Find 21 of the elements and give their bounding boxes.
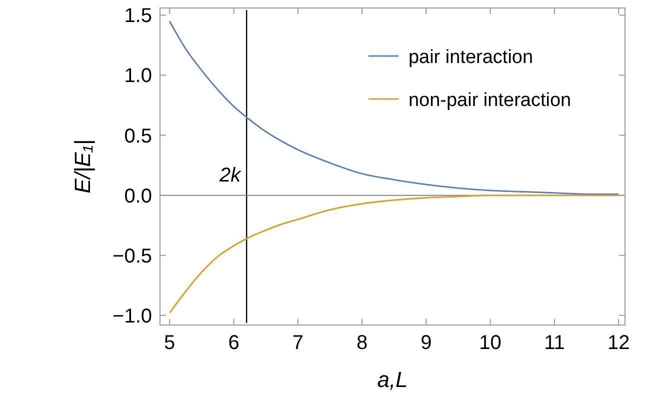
x-axis-title: a,L xyxy=(377,367,408,392)
y-tick-label: 1.5 xyxy=(124,5,152,28)
line-series xyxy=(168,194,620,314)
line-series xyxy=(168,20,620,195)
x-tick-label: 7 xyxy=(292,332,304,354)
x-tick-label: 8 xyxy=(356,332,368,354)
ref-line-label: 2k xyxy=(218,164,242,186)
y-axis-title: E/|E₁| xyxy=(70,140,95,194)
y-tick-label: −1.0 xyxy=(112,305,152,328)
x-tick-label: 9 xyxy=(420,332,432,354)
legend-label: non-pair interaction xyxy=(408,90,572,111)
x-tick-label: 5 xyxy=(164,332,176,354)
legend-label: pair interaction xyxy=(408,47,534,68)
x-tick-label: 10 xyxy=(479,332,502,354)
x-tick-label: 6 xyxy=(228,332,240,354)
y-tick-label: 0.5 xyxy=(124,125,152,148)
y-tick-label: 1.0 xyxy=(124,65,152,88)
x-tick-label: 12 xyxy=(607,332,630,354)
x-tick-label: 11 xyxy=(544,332,565,354)
y-tick-label: 0.0 xyxy=(124,185,152,208)
y-tick-label: −0.5 xyxy=(112,245,152,268)
